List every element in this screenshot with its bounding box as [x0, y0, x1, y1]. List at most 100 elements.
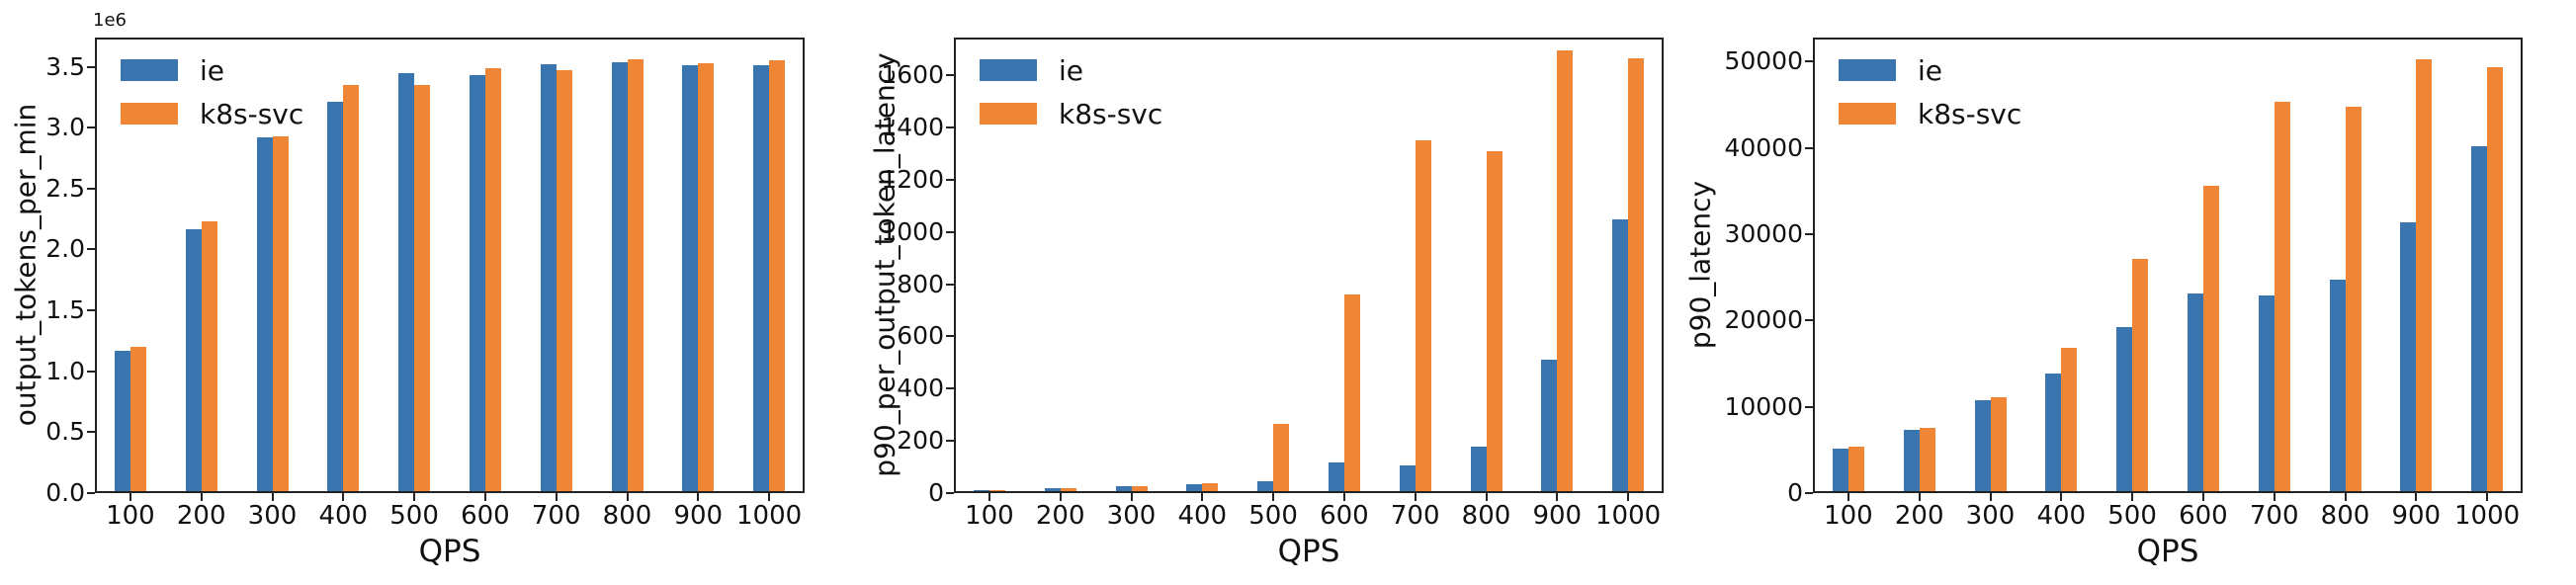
legend-item-k8s-svc: k8s-svc — [980, 97, 1162, 130]
x-tick-mark — [697, 493, 700, 501]
y-tick-mark — [1805, 405, 1813, 408]
x-tick-label: 100 — [1824, 501, 1873, 531]
legend-label-ie: ie — [1918, 53, 1943, 87]
x-tick-mark — [413, 493, 416, 501]
x-tick-label: 300 — [1106, 501, 1157, 531]
bar-k8s-svc — [556, 70, 572, 493]
x-tick-label: 700 — [531, 501, 581, 531]
y-tick-label: 0 — [928, 478, 944, 507]
bar-ie — [1186, 484, 1203, 493]
y-tick-mark — [946, 440, 954, 443]
legend-label-ie: ie — [1059, 53, 1084, 87]
bar-ie — [1903, 430, 1920, 493]
x-tick-label: 800 — [1461, 501, 1511, 531]
y-tick-mark — [87, 492, 95, 494]
x-axis-label: QPS — [1277, 534, 1340, 569]
x-tick-mark — [2060, 493, 2063, 501]
bar-k8s-svc — [1343, 294, 1360, 493]
plot-frame-top — [95, 38, 805, 40]
bar-ie — [1470, 447, 1487, 493]
y-tick-mark — [946, 387, 954, 390]
y-tick-label: 0.0 — [45, 478, 85, 507]
x-tick-label: 300 — [247, 501, 298, 531]
x-tick-mark — [483, 493, 486, 501]
y-tick-label: 0 — [1787, 478, 1803, 507]
chart-output-tokens-per-min: output_tokens_per_min 1e6 ie k8s-svc QPS … — [0, 0, 858, 585]
legend-swatch-ie — [121, 59, 178, 81]
bar-ie — [185, 228, 202, 493]
legend-label-k8s-svc: k8s-svc — [200, 97, 304, 130]
x-tick-label: 500 — [389, 501, 439, 531]
bar-ie — [2329, 280, 2346, 493]
x-tick-mark — [271, 493, 274, 501]
x-tick-label: 400 — [318, 501, 369, 531]
bar-k8s-svc — [1486, 150, 1503, 493]
x-tick-label: 700 — [1390, 501, 1440, 531]
x-tick-label: 500 — [2107, 501, 2157, 531]
x-tick-mark — [2131, 493, 2134, 501]
bar-ie — [2116, 327, 2133, 493]
legend: ie k8s-svc — [1839, 53, 2021, 140]
x-tick-mark — [1342, 493, 1345, 501]
plot-frame-top — [1813, 38, 2523, 40]
x-tick-mark — [626, 493, 629, 501]
y-tick-label: 1.5 — [45, 295, 85, 325]
x-tick-mark — [200, 493, 203, 501]
bar-k8s-svc — [414, 85, 431, 493]
bar-ie — [682, 65, 699, 493]
x-tick-mark — [555, 493, 558, 501]
x-tick-label: 500 — [1248, 501, 1298, 531]
plot-frame-right — [2521, 38, 2523, 493]
y-tick-label: 600 — [897, 321, 944, 351]
bar-k8s-svc — [1202, 482, 1219, 493]
bar-k8s-svc — [1919, 427, 1935, 493]
y-tick-mark — [87, 431, 95, 434]
legend-item-ie: ie — [1839, 53, 2021, 87]
bar-ie — [398, 72, 415, 493]
bar-k8s-svc — [2274, 102, 2290, 493]
bar-k8s-svc — [2487, 66, 2504, 493]
x-tick-label: 700 — [2249, 501, 2299, 531]
x-tick-mark — [2415, 493, 2418, 501]
y-tick-label: 1400 — [881, 113, 944, 142]
y-tick-label: 1.0 — [45, 356, 85, 385]
x-tick-label: 100 — [106, 501, 155, 531]
x-tick-label: 100 — [965, 501, 1014, 531]
plot-frame-bottom — [95, 491, 805, 493]
bar-k8s-svc — [201, 221, 217, 493]
y-tick-label: 3.5 — [45, 51, 85, 81]
y-tick-mark — [946, 178, 954, 181]
plot-frame-right — [803, 38, 805, 493]
y-tick-label: 50000 — [1724, 46, 1803, 76]
y-axis-label: p90_latency — [1683, 180, 1717, 350]
bar-ie — [611, 61, 628, 493]
chart-p90-per-output-token-latency: p90_per_output_token_latency ie k8s-svc Q… — [859, 0, 1717, 585]
y-tick-label: 40000 — [1724, 132, 1803, 162]
x-tick-label: 1000 — [1595, 501, 1662, 531]
legend: ie k8s-svc — [121, 53, 303, 140]
y-tick-label: 400 — [897, 374, 944, 403]
legend-item-ie: ie — [980, 53, 1162, 87]
x-tick-mark — [1059, 493, 1062, 501]
x-tick-label: 900 — [673, 501, 724, 531]
y-tick-mark — [87, 309, 95, 312]
x-tick-label: 300 — [1965, 501, 2016, 531]
y-tick-label: 30000 — [1724, 219, 1803, 249]
bar-k8s-svc — [1847, 446, 1864, 493]
bar-k8s-svc — [272, 135, 289, 493]
x-tick-label: 900 — [2391, 501, 2442, 531]
x-tick-label: 200 — [1894, 501, 1944, 531]
y-tick-label: 800 — [897, 269, 944, 298]
plot-frame-right — [1662, 38, 1664, 493]
bar-ie — [1541, 360, 1558, 493]
bar-k8s-svc — [2202, 186, 2219, 493]
bar-k8s-svc — [2061, 348, 2078, 493]
bar-ie — [1044, 488, 1061, 493]
bar-ie — [2045, 373, 2062, 493]
y-tick-mark — [1805, 233, 1813, 236]
legend-swatch-k8s-svc — [121, 103, 178, 125]
x-tick-mark — [2486, 493, 2489, 501]
bar-ie — [256, 137, 273, 493]
bar-k8s-svc — [1557, 50, 1574, 493]
bar-ie — [469, 75, 485, 493]
